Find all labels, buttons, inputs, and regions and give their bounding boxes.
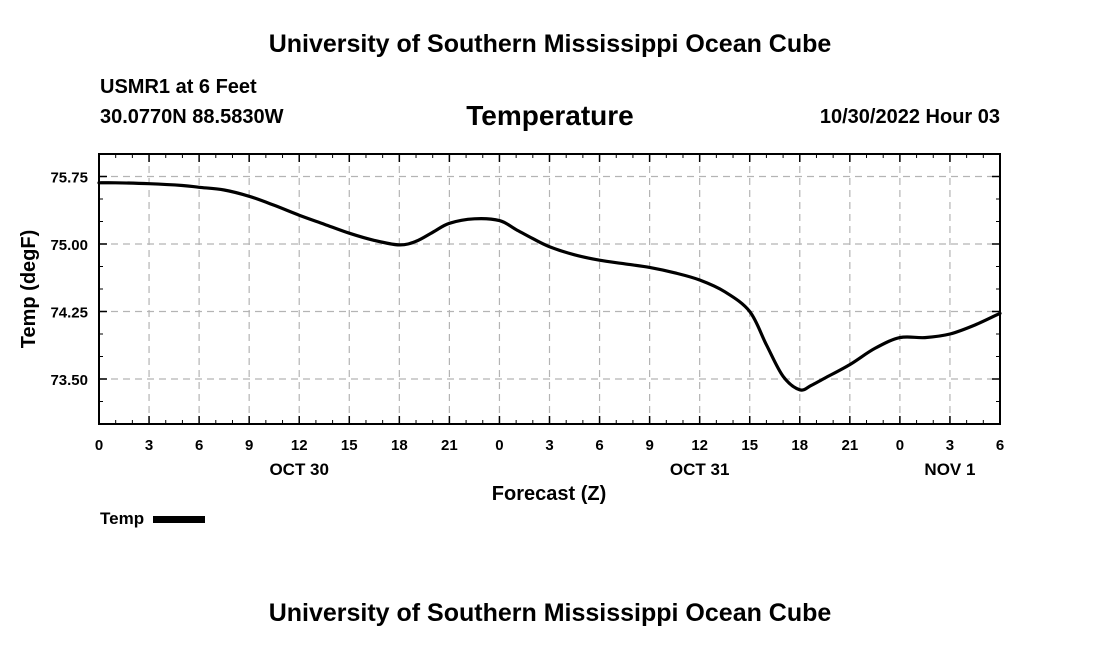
footer-title: University of Southern Mississippi Ocean… (268, 599, 832, 627)
y-tick-label: 75.75 (50, 170, 88, 187)
plot-frame (98, 153, 1001, 425)
x-tick-label: 9 (645, 437, 653, 454)
x-tick-label: 3 (145, 437, 153, 454)
station-coordinates: 30.0770N 88.5830W (100, 106, 284, 128)
x-tick-label: 6 (195, 437, 203, 454)
axis-labels: 0 3 6 9 12 15 18 21 0 3 6 9 12 15 18 21 0 3 6 73.50 74.25 75.… (50, 170, 1004, 480)
temp-series-line (97, 181, 1002, 392)
x-tick-label: 9 (245, 437, 253, 454)
series-layer (97, 181, 1002, 392)
y-tick-label: 73.50 (50, 372, 88, 389)
axis-ticks (98, 153, 1001, 425)
chart-legend: Temp (100, 509, 206, 529)
y-tick-label: 75.00 (50, 237, 88, 254)
x-tick-label: 6 (996, 437, 1004, 454)
x-tick-label: 3 (946, 437, 954, 454)
x-tick-label: 3 (545, 437, 553, 454)
y-axis-label: Temp (degF) (18, 230, 40, 349)
x-tick-label: 0 (95, 437, 103, 454)
grid-lines (99, 154, 1000, 424)
x-tick-label: 18 (791, 437, 808, 454)
x-tick-label: 15 (741, 437, 758, 454)
day-label: OCT 30 (269, 460, 329, 479)
x-tick-label: 6 (595, 437, 603, 454)
x-tick-label: 12 (291, 437, 308, 454)
x-tick-label: 18 (391, 437, 408, 454)
station-name: USMR1 at 6 Feet (100, 76, 257, 98)
day-label: OCT 31 (670, 460, 730, 479)
forecast-date: 10/30/2022 Hour 03 (819, 106, 1000, 128)
x-tick-label: 21 (841, 437, 858, 454)
legend-label: Temp (100, 509, 145, 528)
x-tick-label: 0 (495, 437, 503, 454)
x-tick-label: 0 (896, 437, 904, 454)
x-tick-label: 15 (341, 437, 358, 454)
y-tick-label: 74.25 (50, 305, 88, 322)
day-label: NOV 1 (924, 460, 975, 479)
page-title: University of Southern Mississippi Ocean… (268, 30, 832, 58)
chart-title: Temperature (466, 100, 634, 131)
legend-swatch (153, 515, 206, 523)
x-tick-label: 21 (441, 437, 458, 454)
x-axis-label: Forecast (Z) (492, 483, 606, 505)
x-tick-label: 12 (691, 437, 708, 454)
